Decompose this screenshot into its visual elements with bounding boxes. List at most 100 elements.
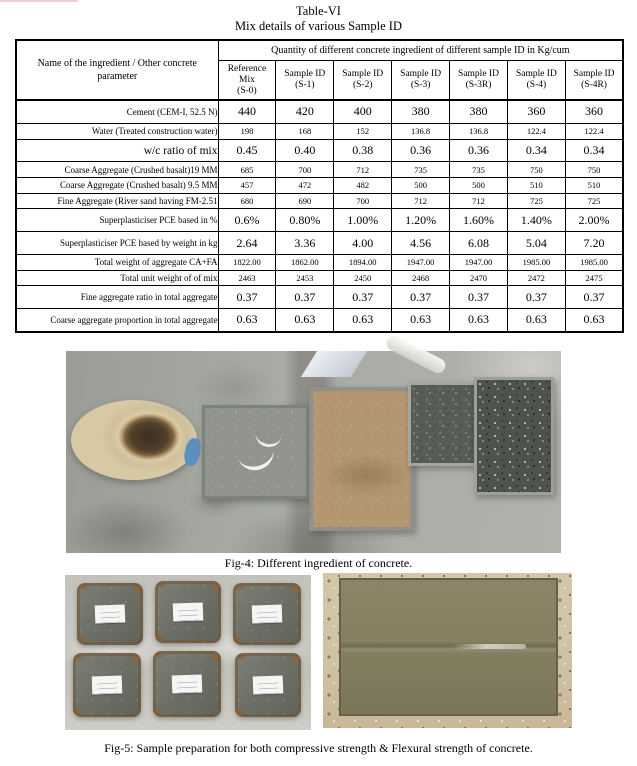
cell-value: 3.36 [275,231,335,255]
row-label: Superplasticiser PCE based in % [15,208,219,233]
cell-value: 1.60% [449,208,508,233]
cell-value: 0.37 [564,285,624,309]
cell-value: 136.8 [449,122,508,140]
cell-value: 0.37 [275,285,335,309]
cell-value: 0.63 [506,307,566,333]
cell-value: 380 [449,99,508,124]
cell-value: 152 [333,122,393,140]
cell-value: 1822.00 [217,253,277,271]
table-row: Superplasticiser PCE based by weight in … [15,231,624,255]
cell-value: 457 [217,177,277,194]
row-label: Fine Aggregate (River sand having FM-2.5… [15,192,219,210]
cell-value: 2470 [449,269,508,287]
cell-value: 712 [391,192,451,210]
table-row: Water (Treated construction water) 198 168… [15,122,624,140]
cell-value: 0.6% [217,208,277,233]
sand-tray [309,387,414,531]
sampling-tube [384,333,448,376]
row-label: Fine aggregate ratio in total aggregate [15,285,219,309]
cell-value: 2453 [275,269,335,287]
cell-value: 0.63 [333,307,393,333]
cell-value: 1.40% [506,208,566,233]
row-label: Coarse Aggregate (Crushed basalt) 9.5 MM [15,177,219,194]
aggregate-tray-large [474,377,554,495]
concrete-cube [155,581,221,643]
table-number: Table-VI [296,4,341,18]
cell-value: 500 [449,177,508,194]
cell-value: 1894.00 [333,253,393,271]
cell-value: 500 [391,177,451,194]
fig4-caption: Fig-4: Different ingredient of concrete. [224,556,413,570]
table-row: Total unit weight of of mix 2463 2453 2450 2… [15,269,624,287]
cell-value: 2475 [564,269,624,287]
table-row: Fine aggregate ratio in total aggregate 0… [15,285,624,309]
cement-tray [202,405,309,499]
cell-value: 440 [217,99,277,124]
column-header: Reference Mix (S-0) [217,60,277,101]
cell-value: 168 [275,122,335,140]
column-header: Sample ID (S-2) [333,60,393,101]
cell-value: 510 [564,177,624,194]
cell-value: 198 [217,122,277,140]
concrete-cube [77,583,143,645]
row-label: Coarse aggregate proportion in total agg… [15,307,219,333]
cell-value: 0.63 [564,307,624,333]
fig5-photo-beams [323,573,572,728]
row-label: Coarse Aggregate (Crushed basalt)19 MM [15,161,219,179]
cell-value: 1985.00 [564,253,624,271]
cell-value: 2.00% [564,208,624,233]
cell-value: 420 [275,99,335,124]
table-row: Superplasticiser PCE based in % 0.6% 0.80%… [15,208,624,233]
cell-value: 510 [506,177,566,194]
quantity-span-header: Quantity of different concrete ingredien… [217,39,624,61]
cell-value: 0.37 [333,285,393,309]
cell-value: 712 [333,161,393,179]
fig5-caption: Fig-5: Sample preparation for both compr… [104,741,533,755]
cell-value: 1862.00 [275,253,335,271]
cell-value: 0.63 [217,307,277,333]
cell-value: 685 [217,161,277,179]
cell-value: 2468 [391,269,451,287]
cell-value: 725 [564,192,624,210]
aggregate-tray-small [408,382,477,466]
table-row: Total weight of aggregate CA+FA 1822.00 18… [15,253,624,271]
cell-value: 0.63 [275,307,335,333]
cell-value: 400 [333,99,393,124]
cell-value: 712 [449,192,508,210]
table-subtitle: Mix details of various Sample ID [235,19,402,33]
cell-value: 2.64 [217,231,277,255]
cell-value: 0.37 [217,285,277,309]
specimen-label [251,604,283,624]
row-label: Total weight of aggregate CA+FA [15,253,219,271]
cell-value: 1947.00 [391,253,451,271]
mix-details-table: Name of the ingredient / Other concrete … [15,39,625,333]
cell-value: 0.63 [449,307,508,333]
cell-value: 735 [391,161,451,179]
table-row: w/c ratio of mix 0.45 0.40 0.38 0.36 0.36 0.34… [15,138,624,163]
cell-value: 122.4 [506,122,566,140]
column-header: Sample ID (S-3R) [449,60,508,101]
cell-value: 700 [333,192,393,210]
cell-value: 360 [564,99,624,124]
header-row-1: Name of the ingredient / Other concrete … [15,39,624,101]
table-row: Coarse Aggregate (Crushed basalt) 9.5 MM… [15,177,624,194]
concrete-cube [235,653,301,717]
column-header: Sample ID (S-1) [275,60,335,101]
column-header: Sample ID (S-4) [506,60,566,101]
table-title: Table-VI Mix details of various Sample I… [0,4,637,34]
header-row-2: Reference Mix (S-0) Sample ID (S-1) Sample… [16,60,624,101]
cell-value: 735 [449,161,508,179]
cell-value: 122.4 [564,122,624,140]
cell-value: 750 [564,161,624,179]
table-row: Coarse aggregate proportion in total agg… [15,307,624,333]
specimen-label [91,675,123,695]
cell-value: 0.37 [506,285,566,309]
table-row: Fine Aggregate (River sand having FM-2.5… [15,192,624,210]
column-header: Sample ID (S-4R) [564,60,624,101]
cell-value: 0.36 [391,138,451,163]
mix-table-body: Cement (CEM-I, 52.5 N) 440 420 400 380 380 360… [15,99,624,333]
cell-value: 0.63 [391,307,451,333]
cell-value: 750 [506,161,566,179]
beam-mould-concrete [339,578,558,716]
